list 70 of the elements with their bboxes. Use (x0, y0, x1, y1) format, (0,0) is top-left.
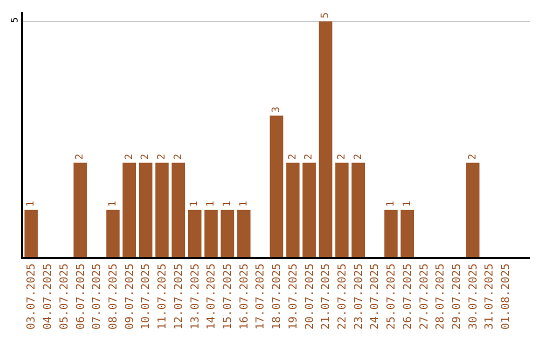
x-tick-label: 08.07.2025 (106, 263, 120, 330)
x-tick-label: 28.07.2025 (434, 263, 447, 330)
data-label: 5 (320, 12, 332, 18)
x-tick-label: 12.07.2025 (172, 263, 185, 330)
x-tick-label: 22.07.2025 (335, 263, 348, 330)
bar (106, 210, 120, 257)
data-label: 2 (156, 154, 168, 160)
x-tick-label: 09.07.2025 (122, 263, 136, 330)
x-tick-label: 18.07.2025 (270, 263, 284, 330)
bar (286, 162, 300, 257)
bar (335, 162, 349, 257)
data-label: 1 (238, 200, 250, 207)
bar (204, 210, 218, 257)
data-label: 1 (189, 200, 200, 207)
data-label: 2 (304, 154, 315, 160)
x-tick-label: 10.07.2025 (139, 263, 152, 330)
x-tick-label: 30.07.2025 (466, 263, 480, 330)
data-label: 1 (222, 200, 233, 207)
bar (122, 162, 136, 257)
data-label: 2 (74, 154, 86, 160)
bar (318, 21, 332, 257)
x-tick-label: 25.07.2025 (384, 263, 398, 330)
data-label: 2 (124, 154, 135, 160)
bar (352, 162, 365, 257)
bar (155, 162, 169, 257)
bar (188, 210, 202, 257)
bar (74, 162, 87, 257)
x-tick-label: 14.07.2025 (204, 263, 218, 330)
x-tick-label: 24.07.2025 (368, 263, 382, 330)
bar (24, 210, 38, 257)
x-tick-label: 03.07.2025 (24, 263, 38, 330)
x-tick-label: 27.07.2025 (417, 263, 430, 330)
x-tick-label: 19.07.2025 (286, 263, 300, 330)
data-label: 2 (287, 154, 298, 160)
data-label: 2 (172, 154, 184, 160)
bar (384, 210, 398, 257)
x-tick-label: 17.07.2025 (254, 263, 267, 330)
x-tick-label: 04.07.2025 (41, 263, 54, 330)
data-label: 2 (467, 154, 478, 160)
x-tick-label: 26.07.2025 (400, 263, 414, 330)
bar (400, 210, 414, 257)
data-label: 1 (206, 200, 217, 207)
bar (172, 162, 186, 257)
data-label: 2 (336, 154, 348, 160)
bar (237, 210, 250, 257)
data-label: 1 (107, 200, 118, 207)
data-label: 2 (352, 154, 364, 160)
data-label: 2 (140, 154, 152, 160)
x-tick-label: 31.07.2025 (482, 263, 496, 330)
x-tick-label: 01.08.2025 (499, 263, 512, 330)
x-tick-label: 21.07.2025 (319, 263, 332, 330)
x-tick-label: 20.07.2025 (302, 263, 316, 330)
data-label: 3 (271, 106, 282, 113)
bar (138, 162, 152, 257)
data-label: 1 (26, 200, 37, 207)
data-label: 1 (402, 200, 413, 207)
x-tick-label: 11.07.2025 (156, 263, 169, 330)
x-tick-label: 15.07.2025 (221, 263, 234, 330)
x-tick-label: 23.07.2025 (352, 263, 365, 330)
bar (220, 210, 234, 257)
x-tick-label: 07.07.2025 (90, 263, 104, 330)
x-tick-label: 13.07.2025 (188, 263, 202, 330)
bar (302, 162, 316, 257)
data-label: 1 (385, 200, 396, 207)
x-tick-label: 16.07.2025 (237, 263, 250, 330)
x-tick-label: 29.07.2025 (450, 263, 463, 330)
x-tick-label: 05.07.2025 (57, 263, 70, 330)
bar (466, 162, 480, 257)
bar (270, 116, 284, 257)
x-tick-label: 06.07.2025 (74, 263, 87, 330)
